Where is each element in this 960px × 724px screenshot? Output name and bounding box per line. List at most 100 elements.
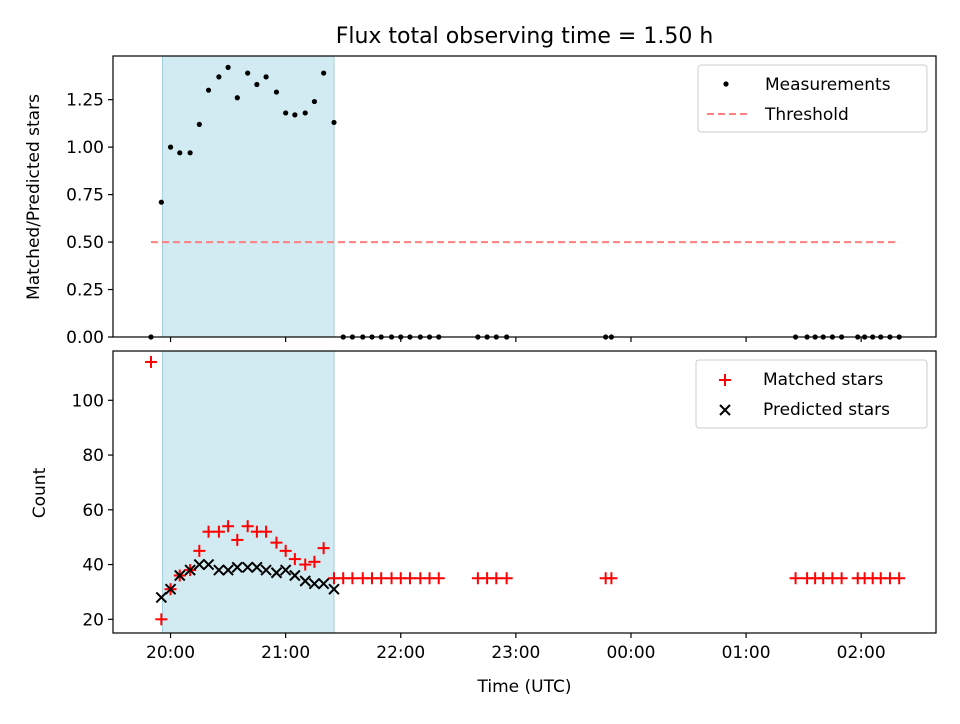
x-tick-label: 23:00 <box>491 643 540 663</box>
measurement-point <box>321 70 327 76</box>
matched-star-point <box>317 542 330 555</box>
measurement-point <box>167 144 174 150</box>
matched-star-point <box>144 355 157 368</box>
matched-star-point <box>605 572 618 585</box>
matched-star-point <box>490 572 503 585</box>
matched-star-point <box>500 572 513 585</box>
matched-star-point <box>212 525 225 538</box>
measurement-point <box>158 199 164 205</box>
matched-star-point <box>270 536 283 549</box>
bottom-ylabel: Count <box>30 467 50 518</box>
matched-star-point <box>193 544 206 557</box>
matched-star-point <box>202 525 215 538</box>
matched-star-point <box>288 553 301 566</box>
measurement-point <box>187 150 193 156</box>
top-axes-frame <box>112 55 937 338</box>
top-panel: 0.00 0.25 0.50 0.75 1.00 1.25 Matched/Predict… <box>24 55 937 348</box>
matched-star-point <box>299 558 312 571</box>
predicted-star-point <box>260 564 272 576</box>
matched-star-point <box>835 572 848 585</box>
matched-star-point <box>403 572 416 585</box>
observing-window-span <box>161 55 335 338</box>
measurement-point <box>292 112 298 118</box>
matched-star-point <box>260 525 273 538</box>
legend-matched-label: Matched stars <box>763 370 883 390</box>
measurement-point <box>331 119 337 126</box>
predicted-star-point <box>202 558 215 571</box>
predicted-star-point <box>270 567 283 579</box>
y-tick-label: 20 <box>82 610 104 630</box>
y-tick-label: 0.50 <box>66 233 104 253</box>
predicted-star-point <box>164 583 177 595</box>
x-tick-label: 22:00 <box>376 643 425 663</box>
predicted-star-point <box>289 569 301 582</box>
xlabel: Time (UTC) <box>477 677 572 697</box>
y-tick-label: 100 <box>72 391 104 411</box>
predicted-star-point <box>317 578 330 590</box>
measurement-point <box>205 87 212 93</box>
predicted-star-point <box>184 564 196 576</box>
predicted-star-point <box>222 564 234 576</box>
measurement-point <box>263 74 269 80</box>
matched-star-point <box>893 572 906 585</box>
legend-threshold-label: Threshold <box>764 105 849 125</box>
measurement-point <box>311 98 318 105</box>
matched-star-point <box>432 572 445 585</box>
legend-predicted-label: Predicted stars <box>763 400 890 420</box>
y-tick-label: 40 <box>82 556 104 576</box>
y-tick-label: 1.00 <box>66 138 104 158</box>
predicted-star-point <box>328 583 340 595</box>
measurement-point <box>273 89 280 95</box>
matched-star-point <box>789 572 802 585</box>
bottom-axes-frame <box>112 350 937 634</box>
measurement-point <box>196 121 202 127</box>
measurement-point <box>254 81 260 88</box>
x-tick-label: 02:00 <box>837 643 886 663</box>
measurement-point <box>177 150 183 156</box>
chart-title: Flux total observing time = 1.50 h <box>336 24 714 49</box>
measurement-point <box>283 110 289 116</box>
measurement-point <box>216 74 222 80</box>
predicted-star-point <box>231 561 244 573</box>
x-tick-label: 01:00 <box>722 643 771 663</box>
x-tick-label: 20:00 <box>146 643 195 663</box>
observing-window-span <box>161 350 335 634</box>
measurement-point <box>302 110 308 116</box>
matched-star-point <box>155 613 168 626</box>
predicted-star-point <box>251 561 263 573</box>
top-legend: Measurements Threshold <box>697 64 928 133</box>
matched-star-point <box>308 555 321 568</box>
matched-star-point <box>279 544 292 557</box>
predicted-star-point <box>213 564 225 576</box>
predicted-star-point <box>279 564 292 576</box>
bottom-panel: 20 40 60 80 100 20:00 21:00 22:00 23:00 00:00 01:0… <box>30 350 937 697</box>
measurement-point <box>245 70 251 76</box>
predicted-star-point <box>308 578 321 590</box>
y-tick-label: 1.25 <box>66 91 104 111</box>
legend-predicted-marker <box>719 404 731 416</box>
x-tick-label: 00:00 <box>606 643 655 663</box>
matched-star-point <box>375 572 388 585</box>
matched-star-point <box>346 572 359 585</box>
legend-measurements-marker <box>723 81 729 87</box>
predicted-star-point <box>299 575 311 587</box>
predicted-star-point <box>193 558 206 571</box>
y-tick-label: 0.00 <box>66 328 104 348</box>
y-tick-label: 0.75 <box>66 186 104 206</box>
predicted-star-point <box>241 561 254 573</box>
x-tick-label: 21:00 <box>261 643 310 663</box>
legend-matched-marker <box>719 374 731 386</box>
predicted-star-point <box>174 569 186 582</box>
top-ylabel: Matched/Predicted stars <box>24 94 44 300</box>
matched-star-point <box>241 520 254 533</box>
y-tick-label: 80 <box>82 446 104 466</box>
measurement-point <box>234 95 240 101</box>
bottom-legend: Matched stars Predicted stars <box>695 359 928 429</box>
matched-star-point <box>222 520 235 533</box>
y-tick-label: 0.25 <box>66 281 104 301</box>
predicted-star-point <box>155 591 168 604</box>
matched-star-point <box>231 533 244 546</box>
y-tick-label: 60 <box>82 501 104 521</box>
legend-measurements-label: Measurements <box>765 75 891 95</box>
